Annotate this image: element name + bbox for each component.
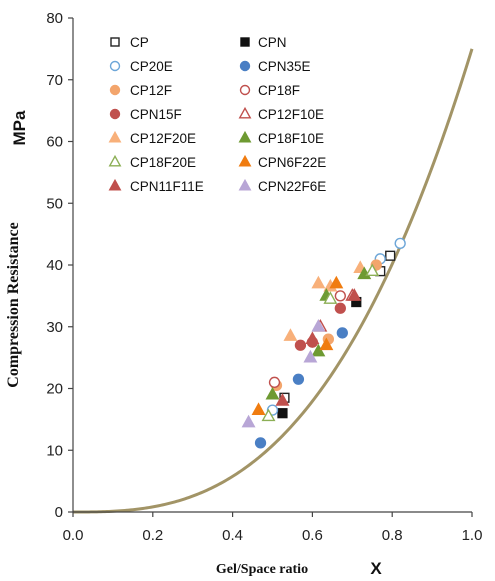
y-tick-label: 30 (46, 319, 63, 336)
legend-marker-cp18f20e (108, 154, 122, 167)
legend-label-cpn6f22e: CPN6F22E (258, 155, 326, 170)
legend-label-cpn11f11e: CPN11F11E (130, 179, 204, 194)
legend-label-cp12f10e: CP12F10E (258, 107, 324, 122)
data-point-cpn-0 (277, 408, 288, 419)
legend-label-cpn15f: CPN15F (130, 107, 182, 122)
data-point-cpn6f22e-2 (329, 275, 344, 289)
legend-marker-cp18f (239, 84, 251, 96)
y-tick-label: 60 (46, 134, 63, 151)
data-point-cpn6f22e-0 (251, 402, 266, 415)
legend-label-cp12f20e: CP12F20E (130, 131, 196, 146)
data-point-cp18f10e-0 (265, 386, 280, 400)
legend-label-cp18f: CP18F (258, 83, 300, 98)
data-point-cpn11f11e-1 (305, 331, 320, 344)
y-tick-label: 10 (46, 442, 63, 459)
legend: CP CPN CP20E CPN35E CP12F CP18F CPN15F CP12F10E… (108, 35, 326, 194)
data-point-cp18f20e-2 (365, 263, 380, 277)
data-point-cpn15f-0 (294, 339, 307, 351)
legend-label-cpn: CPN (258, 35, 287, 50)
legend-marker-cpn22f6e (238, 178, 252, 191)
y-axis-unit: MPa (10, 110, 29, 146)
ticks-layer: 0 10 20 30 40 50 60 70 80 0.0 0.2 0.4 0.6 0.8 1.0 (46, 10, 482, 544)
x-tick-label: 0.4 (222, 527, 243, 544)
legend-marker-cp20e (109, 60, 121, 72)
legend-label-cp: CP (130, 35, 149, 50)
legend-marker-cpn15f (109, 108, 121, 120)
legend-marker-cpn11f11e (108, 178, 122, 191)
y-tick-label: 70 (46, 72, 63, 89)
y-tick-label: 40 (46, 257, 63, 274)
data-point-cpn15f-2 (334, 302, 346, 314)
legend-marker-cpn (240, 37, 250, 47)
legend-marker-cp12f (109, 84, 121, 96)
data-point-cp18f20e-1 (323, 291, 338, 304)
legend-marker-cp (110, 37, 120, 47)
y-axis-label: Compression Resistance (5, 222, 22, 387)
legend-label-cp18f10e: CP18F10E (258, 131, 324, 146)
data-point-cpn22f6e-1 (303, 349, 318, 363)
x-tick-label: 0.6 (302, 527, 323, 544)
y-tick-label: 0 (55, 504, 63, 521)
legend-marker-cp12f20e (108, 130, 122, 143)
legend-label-cpn22f6e: CPN22F6E (258, 179, 326, 194)
x-tick-label: 0.2 (142, 527, 163, 544)
legend-marker-cp12f10e (238, 106, 252, 119)
data-point-cp18f-1 (334, 290, 346, 302)
x-tick-label: 0.8 (382, 527, 403, 544)
legend-label-cp12f: CP12F (130, 83, 172, 98)
legend-marker-cp18f10e (238, 130, 252, 143)
points-layer (241, 237, 406, 449)
data-point-cpn22f6e-0 (241, 414, 256, 428)
data-point-cpn6f22e-1 (319, 337, 334, 351)
x-axis-label: Gel/Space ratio (216, 562, 308, 577)
legend-label-cp18f20e: CP18F20E (130, 155, 196, 170)
data-point-cpn11f11e-0 (275, 393, 290, 406)
data-point-cpn35e-0 (254, 437, 267, 449)
data-point-cp12f20e-0 (283, 328, 298, 341)
data-point-cpn35e-2 (336, 327, 348, 339)
x-tick-label: 0.0 (63, 527, 84, 544)
data-point-cp12f20e-1 (311, 275, 326, 289)
legend-marker-cpn6f22e (238, 154, 252, 167)
legend-label-cpn35e: CPN35E (258, 59, 311, 74)
data-point-cpn11f11e-2 (347, 288, 362, 301)
legend-label-cp20e: CP20E (130, 59, 173, 74)
y-tick-label: 20 (46, 381, 63, 398)
fit-curve (73, 48, 474, 514)
data-point-cpn22f6e-2 (311, 319, 326, 332)
y-tick-label: 80 (46, 10, 63, 27)
x-axis-symbol: X (370, 559, 382, 578)
y-tick-label: 50 (46, 195, 63, 212)
data-point-cp20e-2 (394, 237, 406, 250)
data-point-cp18f20e-0 (261, 408, 276, 422)
data-point-cp-2 (385, 250, 396, 261)
x-tick-label: 1.0 (462, 527, 483, 544)
data-point-cp18f-0 (268, 376, 281, 388)
legend-marker-cpn35e (239, 60, 251, 72)
data-point-cp18f10e-1 (311, 343, 326, 357)
curve-layer (73, 48, 474, 514)
data-point-cpn35e-1 (292, 373, 305, 385)
